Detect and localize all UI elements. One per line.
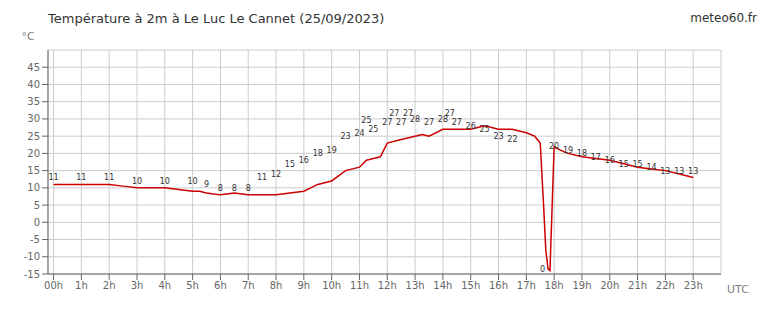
svg-text:15: 15 [285, 160, 295, 169]
svg-text:6h: 6h [214, 280, 227, 291]
svg-text:15: 15 [27, 165, 40, 176]
svg-text:5: 5 [34, 200, 40, 211]
svg-text:25: 25 [368, 125, 378, 134]
svg-text:16: 16 [605, 156, 615, 165]
svg-text:-5: -5 [30, 234, 40, 245]
svg-text:5h: 5h [186, 280, 199, 291]
svg-text:40: 40 [27, 79, 40, 90]
svg-text:22h: 22h [656, 280, 675, 291]
svg-text:18: 18 [313, 149, 323, 158]
svg-text:27: 27 [424, 118, 434, 127]
svg-text:UTC: UTC [727, 283, 749, 296]
svg-text:18: 18 [577, 149, 587, 158]
svg-text:-10: -10 [24, 251, 40, 262]
svg-text:9h: 9h [297, 280, 310, 291]
svg-text:20h: 20h [600, 280, 619, 291]
svg-text:26: 26 [466, 122, 476, 131]
svg-text:19: 19 [563, 146, 573, 155]
svg-text:3h: 3h [131, 280, 144, 291]
svg-text:14h: 14h [433, 280, 452, 291]
svg-text:23h: 23h [684, 280, 703, 291]
svg-text:10: 10 [160, 177, 170, 186]
svg-text:8: 8 [218, 184, 223, 193]
svg-text:27: 27 [403, 109, 414, 119]
html-text:meteo60.fr: meteo60.fr [690, 11, 757, 25]
svg-text:10h: 10h [322, 280, 341, 291]
svg-text:0: 0 [34, 217, 40, 228]
svg-text:11: 11 [257, 173, 267, 182]
svg-text:00h: 00h [44, 280, 63, 291]
svg-text:12: 12 [271, 170, 281, 179]
svg-text:25: 25 [480, 125, 490, 134]
svg-text:20: 20 [549, 142, 559, 151]
svg-text:15: 15 [619, 160, 629, 169]
svg-text:15: 15 [632, 160, 642, 169]
svg-text:13: 13 [688, 167, 698, 176]
svg-text:28: 28 [437, 114, 448, 124]
svg-text:23: 23 [493, 132, 503, 141]
svg-text:13: 13 [660, 167, 670, 176]
svg-text:10: 10 [132, 177, 142, 186]
svg-text:35: 35 [27, 96, 40, 107]
svg-text:4h: 4h [158, 280, 171, 291]
svg-text:20: 20 [27, 148, 40, 159]
svg-text:1h: 1h [75, 280, 88, 291]
svg-text:16: 16 [299, 156, 309, 165]
svg-text:10: 10 [27, 182, 40, 193]
svg-text:-15: -15 [24, 269, 40, 280]
svg-text:25: 25 [27, 131, 40, 142]
svg-text:45: 45 [27, 62, 40, 73]
svg-text:13h: 13h [406, 280, 425, 291]
svg-text:21h: 21h [628, 280, 647, 291]
svg-text:9: 9 [204, 180, 209, 189]
svg-text:27: 27 [445, 109, 455, 118]
svg-text:17: 17 [591, 153, 601, 162]
svg-text:10: 10 [188, 177, 198, 186]
svg-text:16h: 16h [489, 280, 508, 291]
svg-text:19: 19 [327, 146, 337, 155]
svg-text:11h: 11h [350, 280, 369, 291]
svg-text:18h: 18h [545, 280, 564, 291]
svg-text:24: 24 [354, 129, 364, 138]
svg-text:°C: °C [21, 30, 35, 43]
svg-text:8: 8 [232, 184, 237, 193]
svg-text:25: 25 [361, 116, 371, 125]
svg-text:23: 23 [340, 132, 350, 141]
svg-text:19h: 19h [572, 280, 591, 291]
svg-text:27: 27 [396, 118, 406, 127]
svg-text:8: 8 [246, 184, 251, 193]
svg-text:27: 27 [389, 109, 399, 118]
svg-text:7h: 7h [242, 280, 255, 291]
svg-text:8h: 8h [270, 280, 283, 291]
svg-text:22: 22 [507, 135, 517, 144]
svg-text:14: 14 [646, 163, 656, 172]
svg-text:27: 27 [382, 118, 392, 127]
svg-text:11: 11 [48, 173, 58, 182]
svg-text:2h: 2h [103, 280, 116, 291]
svg-text:0: 0 [540, 265, 545, 274]
svg-text:17h: 17h [517, 280, 536, 291]
svg-text:27: 27 [452, 118, 462, 127]
svg-text:15h: 15h [461, 280, 480, 291]
svg-text:13: 13 [674, 167, 684, 176]
html-text:Température à 2m à Le Luc Le C: Température à 2m à Le Luc Le Cannet (25/… [48, 10, 385, 26]
svg-text:11: 11 [104, 173, 114, 182]
svg-text:12h: 12h [378, 280, 397, 291]
svg-text:28: 28 [410, 115, 420, 124]
svg-text:11: 11 [76, 173, 86, 182]
svg-text:30: 30 [27, 113, 40, 124]
